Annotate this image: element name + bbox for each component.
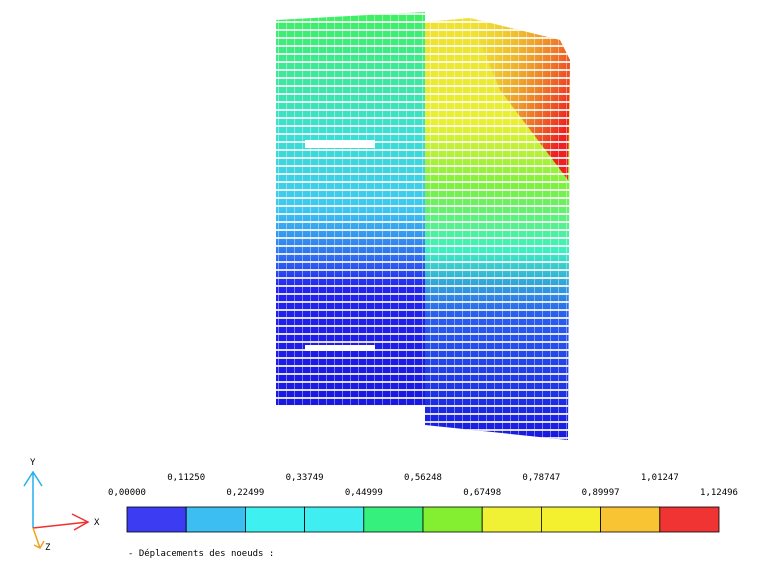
legend-label: 0,11250 (167, 473, 205, 483)
legend-swatch (363, 506, 424, 533)
legend-label: 0,78747 (522, 473, 560, 483)
legend-label: 0,56248 (404, 473, 442, 483)
legend-label: 0,67498 (463, 488, 501, 498)
axis-label: Y (30, 458, 36, 468)
legend-swatch (422, 506, 483, 533)
legend-swatch (185, 506, 246, 533)
axis-label: Z (45, 543, 51, 553)
caption: - Déplacements des noeuds : (128, 548, 274, 559)
legend-label: 0,33749 (286, 473, 324, 483)
legend-swatch (659, 506, 720, 533)
color-legend: 0,00000 0,11250 0,22499 0,33749 0,44999 0,562… (108, 473, 738, 533)
legend-label: 0,89997 (582, 488, 620, 498)
legend-label: 1,01247 (641, 473, 679, 483)
legend-swatch (126, 506, 187, 533)
legend-label: 0,44999 (345, 488, 383, 498)
legend-label: 0,22499 (226, 488, 264, 498)
legend-swatch (600, 506, 661, 533)
building-model (276, 12, 570, 440)
legend-swatch (244, 506, 305, 533)
legend-label: 1,12496 (700, 488, 738, 498)
legend-swatch (541, 506, 602, 533)
legend-label: 0,00000 (108, 488, 146, 498)
axis-triad: Y X Z (23, 458, 100, 553)
legend-swatch (304, 506, 365, 533)
axis-label: X (94, 518, 100, 528)
legend-swatch (481, 506, 542, 533)
